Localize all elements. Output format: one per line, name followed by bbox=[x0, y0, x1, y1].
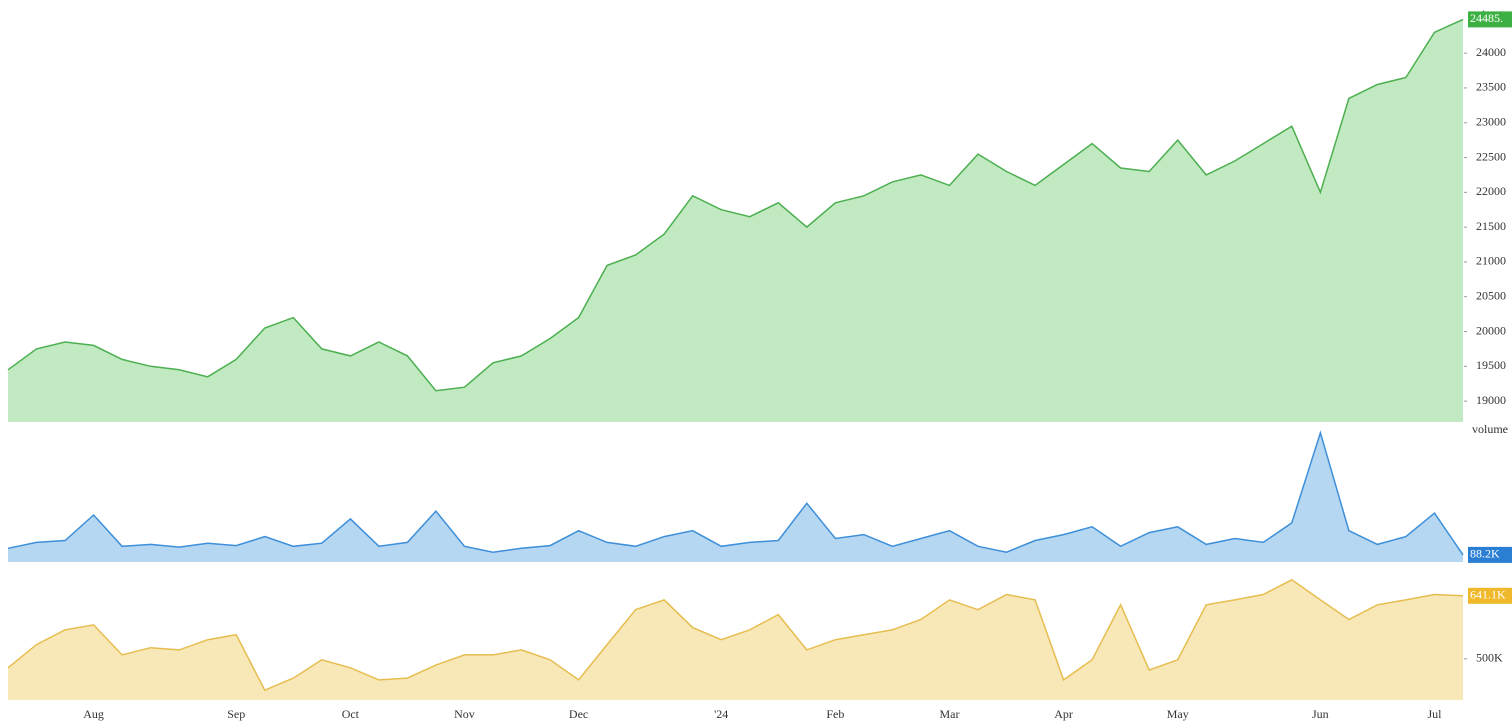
y-tick-label: 500K bbox=[1476, 651, 1503, 665]
area-fill bbox=[8, 19, 1463, 423]
last-value-label: 24485. bbox=[1470, 11, 1503, 25]
y-tick-label: 21000 bbox=[1476, 254, 1506, 268]
series-line bbox=[7, 430, 1464, 556]
x-tick-label: Jul bbox=[1427, 707, 1442, 721]
series-line bbox=[7, 578, 1464, 692]
x-tick-label: Jun bbox=[1312, 707, 1329, 721]
x-tick-label: May bbox=[1167, 707, 1189, 721]
x-tick-label: Oct bbox=[342, 707, 360, 721]
y-tick-label: 22000 bbox=[1476, 184, 1506, 198]
y-tick-label: 19000 bbox=[1476, 393, 1506, 407]
area-fill bbox=[8, 579, 1463, 700]
y-tick-label: 22500 bbox=[1476, 149, 1506, 163]
y-tick-label: 23000 bbox=[1476, 114, 1506, 128]
x-tick-label: Feb bbox=[826, 707, 844, 721]
x-tick-label: '24 bbox=[714, 707, 728, 721]
x-tick-label: Sep bbox=[227, 707, 245, 721]
y-tick-label: 21500 bbox=[1476, 219, 1506, 233]
y-tick-label: 24000 bbox=[1476, 45, 1506, 59]
y-tick-label: 20000 bbox=[1476, 323, 1506, 337]
y-tick-label: 23500 bbox=[1476, 80, 1506, 94]
y-axis-label: volume bbox=[1472, 422, 1508, 436]
last-value-box bbox=[1468, 11, 1512, 28]
x-tick-label: Aug bbox=[83, 707, 104, 721]
y-tick-label: 20500 bbox=[1476, 288, 1506, 302]
last-value-box bbox=[1468, 587, 1512, 604]
x-tick-label: Mar bbox=[939, 707, 959, 721]
area-fill bbox=[8, 432, 1463, 562]
last-value-label: 88.2K bbox=[1470, 547, 1500, 561]
series-line bbox=[7, 18, 1464, 392]
x-tick-label: Nov bbox=[454, 707, 475, 721]
x-tick-label: Dec bbox=[569, 707, 588, 721]
y-tick-label: 19500 bbox=[1476, 358, 1506, 372]
x-tick-label: Apr bbox=[1054, 707, 1073, 721]
last-value-label: 641.1K bbox=[1470, 588, 1506, 602]
last-value-box bbox=[1468, 546, 1512, 563]
